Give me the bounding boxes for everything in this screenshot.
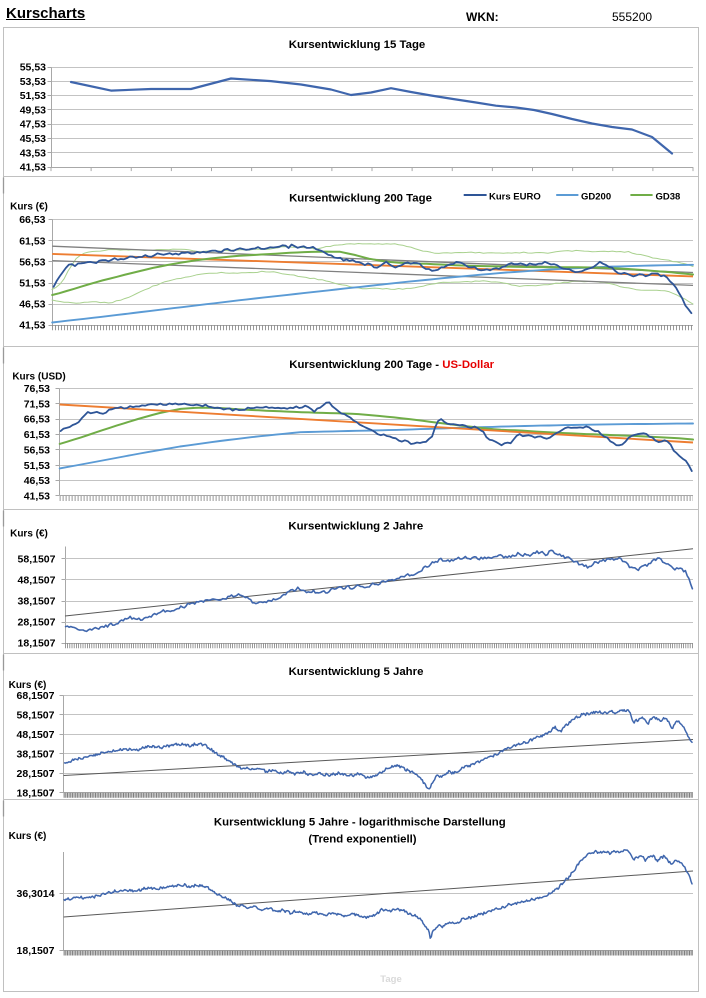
svg-text:71,53: 71,53 <box>24 398 50 410</box>
svg-text:18,1507: 18,1507 <box>17 787 55 799</box>
svg-text:(Trend exponentiell): (Trend exponentiell) <box>308 833 416 845</box>
svg-text:61,53: 61,53 <box>24 429 50 441</box>
svg-text:18,1507: 18,1507 <box>17 945 55 957</box>
svg-text:38,1507: 38,1507 <box>17 748 55 760</box>
svg-text:18,1507: 18,1507 <box>18 638 56 650</box>
svg-text:38,1507: 38,1507 <box>18 596 56 608</box>
svg-text:28,1507: 28,1507 <box>17 768 55 780</box>
svg-text:28,1507: 28,1507 <box>18 617 56 629</box>
svg-text:58,1507: 58,1507 <box>17 709 55 721</box>
svg-text:Kurs (€): Kurs (€) <box>10 529 48 540</box>
svg-text:53,53: 53,53 <box>20 76 46 88</box>
svg-text:36,3014: 36,3014 <box>17 888 55 900</box>
svg-text:48,1507: 48,1507 <box>18 574 56 586</box>
svg-text:76,53: 76,53 <box>24 383 50 395</box>
svg-text:68,1507: 68,1507 <box>17 690 55 702</box>
svg-text:GD38: GD38 <box>656 191 681 202</box>
svg-text:46,53: 46,53 <box>19 299 45 311</box>
svg-text:49,53: 49,53 <box>20 104 46 116</box>
svg-text:51,53: 51,53 <box>20 90 46 102</box>
svg-text:41,53: 41,53 <box>19 320 45 332</box>
svg-text:41,53: 41,53 <box>20 162 46 174</box>
svg-text:43,53: 43,53 <box>20 147 46 159</box>
svg-text:Tage: Tage <box>380 974 401 985</box>
svg-text:46,53: 46,53 <box>24 475 50 487</box>
svg-text:Kursentwicklung 2 Jahre: Kursentwicklung 2 Jahre <box>288 520 423 532</box>
svg-text:51,53: 51,53 <box>24 460 50 472</box>
svg-text:Kurs EURO: Kurs EURO <box>489 191 541 202</box>
svg-text:58,1507: 58,1507 <box>18 553 56 565</box>
svg-text:Kurs (€): Kurs (€) <box>9 680 47 691</box>
svg-text:GD200: GD200 <box>581 191 611 202</box>
svg-text:41,53: 41,53 <box>24 490 50 502</box>
svg-text:56,53: 56,53 <box>24 444 50 456</box>
svg-text:66,53: 66,53 <box>24 414 50 426</box>
svg-text:55,53: 55,53 <box>20 62 46 74</box>
svg-text:51,53: 51,53 <box>19 278 45 290</box>
svg-text:66,53: 66,53 <box>19 214 45 226</box>
svg-text:Kurs (€): Kurs (€) <box>9 831 47 842</box>
svg-text:45,53: 45,53 <box>20 133 46 145</box>
svg-text:Kursentwicklung 15 Tage: Kursentwicklung 15 Tage <box>289 39 426 51</box>
svg-text:Kursentwicklung 5 Jahre - loga: Kursentwicklung 5 Jahre - logarithmische… <box>214 816 506 828</box>
svg-text:Kurs (€): Kurs (€) <box>10 202 48 213</box>
svg-text:Kursentwicklung 200 Tage - US-: Kursentwicklung 200 Tage - US-Dollar <box>289 359 494 371</box>
svg-text:Kursentwicklung 200 Tage: Kursentwicklung 200 Tage <box>289 192 432 204</box>
svg-text:56,53: 56,53 <box>19 256 45 268</box>
svg-text:47,53: 47,53 <box>20 119 46 131</box>
svg-text:Kurs (USD): Kurs (USD) <box>12 372 65 383</box>
svg-text:61,53: 61,53 <box>19 235 45 247</box>
svg-text:Kursentwicklung 5 Jahre: Kursentwicklung 5 Jahre <box>289 666 424 678</box>
svg-text:48,1507: 48,1507 <box>17 729 55 741</box>
